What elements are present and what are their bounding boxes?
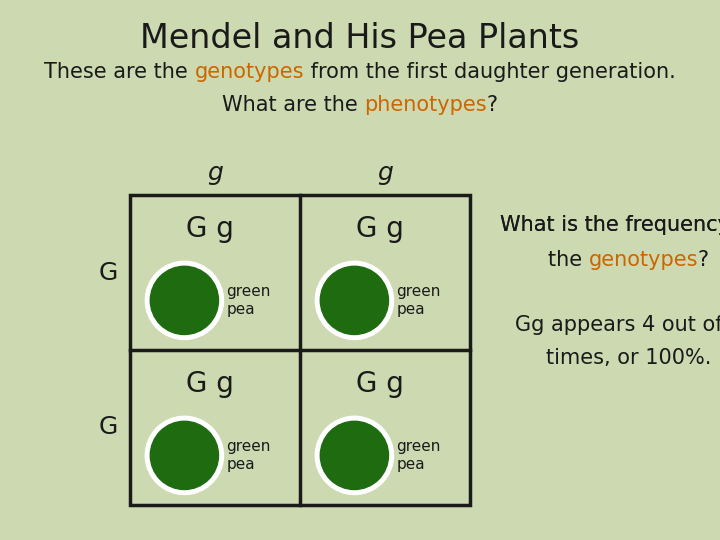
Circle shape: [320, 266, 389, 334]
Text: What are the: What are the: [222, 95, 364, 115]
Text: Gg appears 4 out of 4: Gg appears 4 out of 4: [515, 315, 720, 335]
Text: These are the: These are the: [44, 62, 194, 82]
Text: ?: ?: [487, 95, 498, 115]
Circle shape: [145, 416, 223, 495]
Text: g: g: [207, 161, 223, 185]
Text: G g: G g: [186, 370, 234, 398]
Text: G g: G g: [356, 215, 404, 243]
Text: phenotypes: phenotypes: [364, 95, 487, 115]
Text: G g: G g: [186, 215, 234, 243]
Bar: [130, 195, 470, 505]
Text: green
pea: green pea: [227, 438, 271, 472]
Text: Mendel and His Pea Plants: Mendel and His Pea Plants: [140, 22, 580, 55]
Circle shape: [320, 421, 389, 489]
Text: genotypes: genotypes: [194, 62, 304, 82]
Circle shape: [315, 416, 394, 495]
Text: G: G: [99, 260, 117, 285]
Text: green
pea: green pea: [227, 284, 271, 317]
Text: What is the frequency of: What is the frequency of: [500, 215, 720, 235]
Text: G g: G g: [356, 370, 404, 398]
Text: G: G: [99, 415, 117, 440]
Circle shape: [150, 266, 218, 334]
Text: What is the frequency of: What is the frequency of: [500, 215, 720, 235]
Text: green
pea: green pea: [397, 284, 441, 317]
Text: ?: ?: [698, 250, 709, 270]
Circle shape: [150, 421, 218, 489]
Circle shape: [145, 261, 223, 340]
Text: the: the: [548, 250, 588, 270]
Text: g: g: [377, 161, 393, 185]
Text: from the first daughter generation.: from the first daughter generation.: [304, 62, 676, 82]
Text: times, or 100%.: times, or 100%.: [546, 348, 711, 368]
Text: genotypes: genotypes: [588, 250, 698, 270]
Text: green
pea: green pea: [397, 438, 441, 472]
Circle shape: [315, 261, 394, 340]
